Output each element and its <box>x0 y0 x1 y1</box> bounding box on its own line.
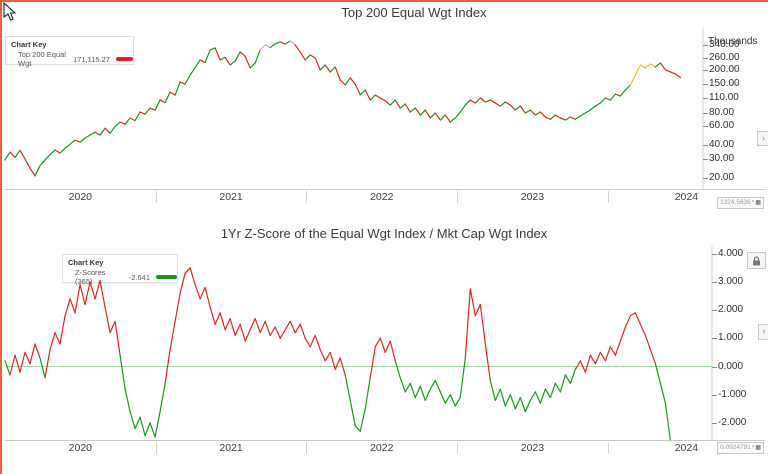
series-value: 171,115.27 <box>73 54 110 64</box>
top-y-axis-header: Thousands <box>708 36 758 47</box>
zscore-x-axis: 2020 2021 2022 2023 2024 <box>5 440 765 454</box>
y-tick-mark <box>712 422 717 424</box>
series-color-swatch <box>156 275 177 279</box>
y-tick-label: 260.00 <box>709 51 740 63</box>
y-tick-mark <box>712 310 717 312</box>
mouse-arrow-icon <box>3 2 17 21</box>
x-axis-separator <box>155 191 157 203</box>
chevron-right-icon: › <box>762 133 765 143</box>
expand-panel-button[interactable]: › <box>757 131 768 146</box>
y-tick-mark <box>703 178 708 179</box>
y-tick-mark <box>703 145 708 147</box>
x-year-label: 2021 <box>219 191 243 203</box>
top-x-axis: 2020 2021 2022 2023 2024 <box>5 189 765 203</box>
y-tick-mark <box>712 394 717 396</box>
y-tick-label: 110.00 <box>709 92 739 104</box>
chart-key-heading: Chart Key <box>68 258 104 267</box>
y-tick-mark <box>712 338 717 340</box>
top-crosshair-readout: 1324.5636 ᶠᶠ ▦ <box>717 197 764 209</box>
y-tick-mark <box>703 98 708 100</box>
padlock-icon <box>753 255 760 265</box>
x-year-label: 2024 <box>674 191 699 203</box>
series-value: -2.641 <box>128 272 150 282</box>
y-tick-mark <box>703 70 708 71</box>
axis-lock-button[interactable] <box>747 252 766 269</box>
x-axis-separator <box>607 442 609 454</box>
top-chart-title: Top 200 Equal Wgt Index <box>341 5 487 20</box>
readout-value: 0.0924791 <box>720 444 751 451</box>
y-tick-label: 40.00 <box>709 139 735 151</box>
readout-grid-icon: ▦ <box>755 200 761 206</box>
top-price-chart[interactable] <box>4 27 705 190</box>
top-series-legend-row[interactable]: Top 200 Equal Wgt 171,115.27 <box>18 50 133 68</box>
series-color-swatch <box>115 57 133 61</box>
x-year-label: 2020 <box>68 191 93 203</box>
zscore-chart-title: 1Yr Z-Score of the Equal Wgt Index / Mkt… <box>220 226 548 241</box>
chart-key-heading: Chart Key <box>11 40 47 49</box>
top-chart-key: Chart Key Top 200 Equal Wgt 171,115.27 <box>5 36 134 68</box>
x-year-label: 2023 <box>520 442 545 454</box>
y-tick-label: 80.00 <box>709 106 735 118</box>
x-year-label: 2021 <box>219 442 243 454</box>
readout-value: 1324.5636 <box>720 199 751 206</box>
zscore-chart-key: Chart Key Z-Scores (365) -2.641 <box>62 254 178 286</box>
x-axis-separator <box>607 191 609 203</box>
y-tick-label: 30.00 <box>709 152 735 164</box>
y-tick-label: 4.000 <box>718 247 744 259</box>
x-year-label: 2023 <box>520 191 545 203</box>
readout-grid-icon: ▦ <box>755 445 761 451</box>
y-tick-mark <box>712 366 717 368</box>
frame-border-left <box>0 0 2 474</box>
chevron-left-icon: ‹ <box>762 326 766 336</box>
y-tick-mark <box>712 253 717 255</box>
y-tick-label: 340.00 <box>709 39 740 51</box>
y-tick-mark <box>712 281 717 283</box>
x-axis-separator <box>155 442 157 454</box>
x-year-label: 2024 <box>674 442 699 454</box>
y-tick-mark <box>703 45 708 47</box>
x-axis-separator <box>306 442 308 454</box>
zscore-chart[interactable] <box>4 245 713 444</box>
y-tick-mark <box>703 83 708 85</box>
collapse-panel-button[interactable]: ‹ <box>758 324 768 340</box>
frame-border-top <box>0 0 768 2</box>
y-tick-label: -1.000 <box>718 388 747 400</box>
y-tick-label: 150.00 <box>709 77 740 89</box>
x-year-label: 2022 <box>370 191 394 203</box>
y-tick-mark <box>703 112 708 114</box>
y-tick-label: 200.00 <box>709 64 740 75</box>
y-tick-label: 20.00 <box>709 172 735 183</box>
x-year-label: 2020 <box>68 442 93 454</box>
series-name: Top 200 Equal Wgt <box>18 50 66 68</box>
y-tick-label: 60.00 <box>709 120 735 132</box>
y-tick-label: 3.000 <box>718 275 744 287</box>
y-tick-mark <box>703 57 708 59</box>
zscore-crosshair-readout: 0.0924791 ᶠᶠ ▦ <box>717 442 764 454</box>
y-tick-label: -2.000 <box>718 416 747 428</box>
y-tick-label: 1.000 <box>718 332 744 344</box>
y-tick-mark <box>703 158 708 160</box>
series-name: Z-Scores (365) <box>75 268 106 286</box>
y-tick-label: 0.000 <box>718 360 744 372</box>
readout-flag-icon: ᶠᶠ <box>751 200 755 206</box>
x-axis-separator <box>306 191 308 203</box>
x-axis-separator <box>457 442 459 454</box>
y-tick-mark <box>703 126 708 128</box>
zscore-series-legend-row[interactable]: Z-Scores (365) -2.641 <box>75 268 177 286</box>
x-axis-separator <box>457 191 459 203</box>
x-year-label: 2022 <box>370 442 394 454</box>
readout-flag-icon: ᶠᶠ <box>751 445 755 451</box>
y-tick-label: 2.000 <box>718 304 744 316</box>
